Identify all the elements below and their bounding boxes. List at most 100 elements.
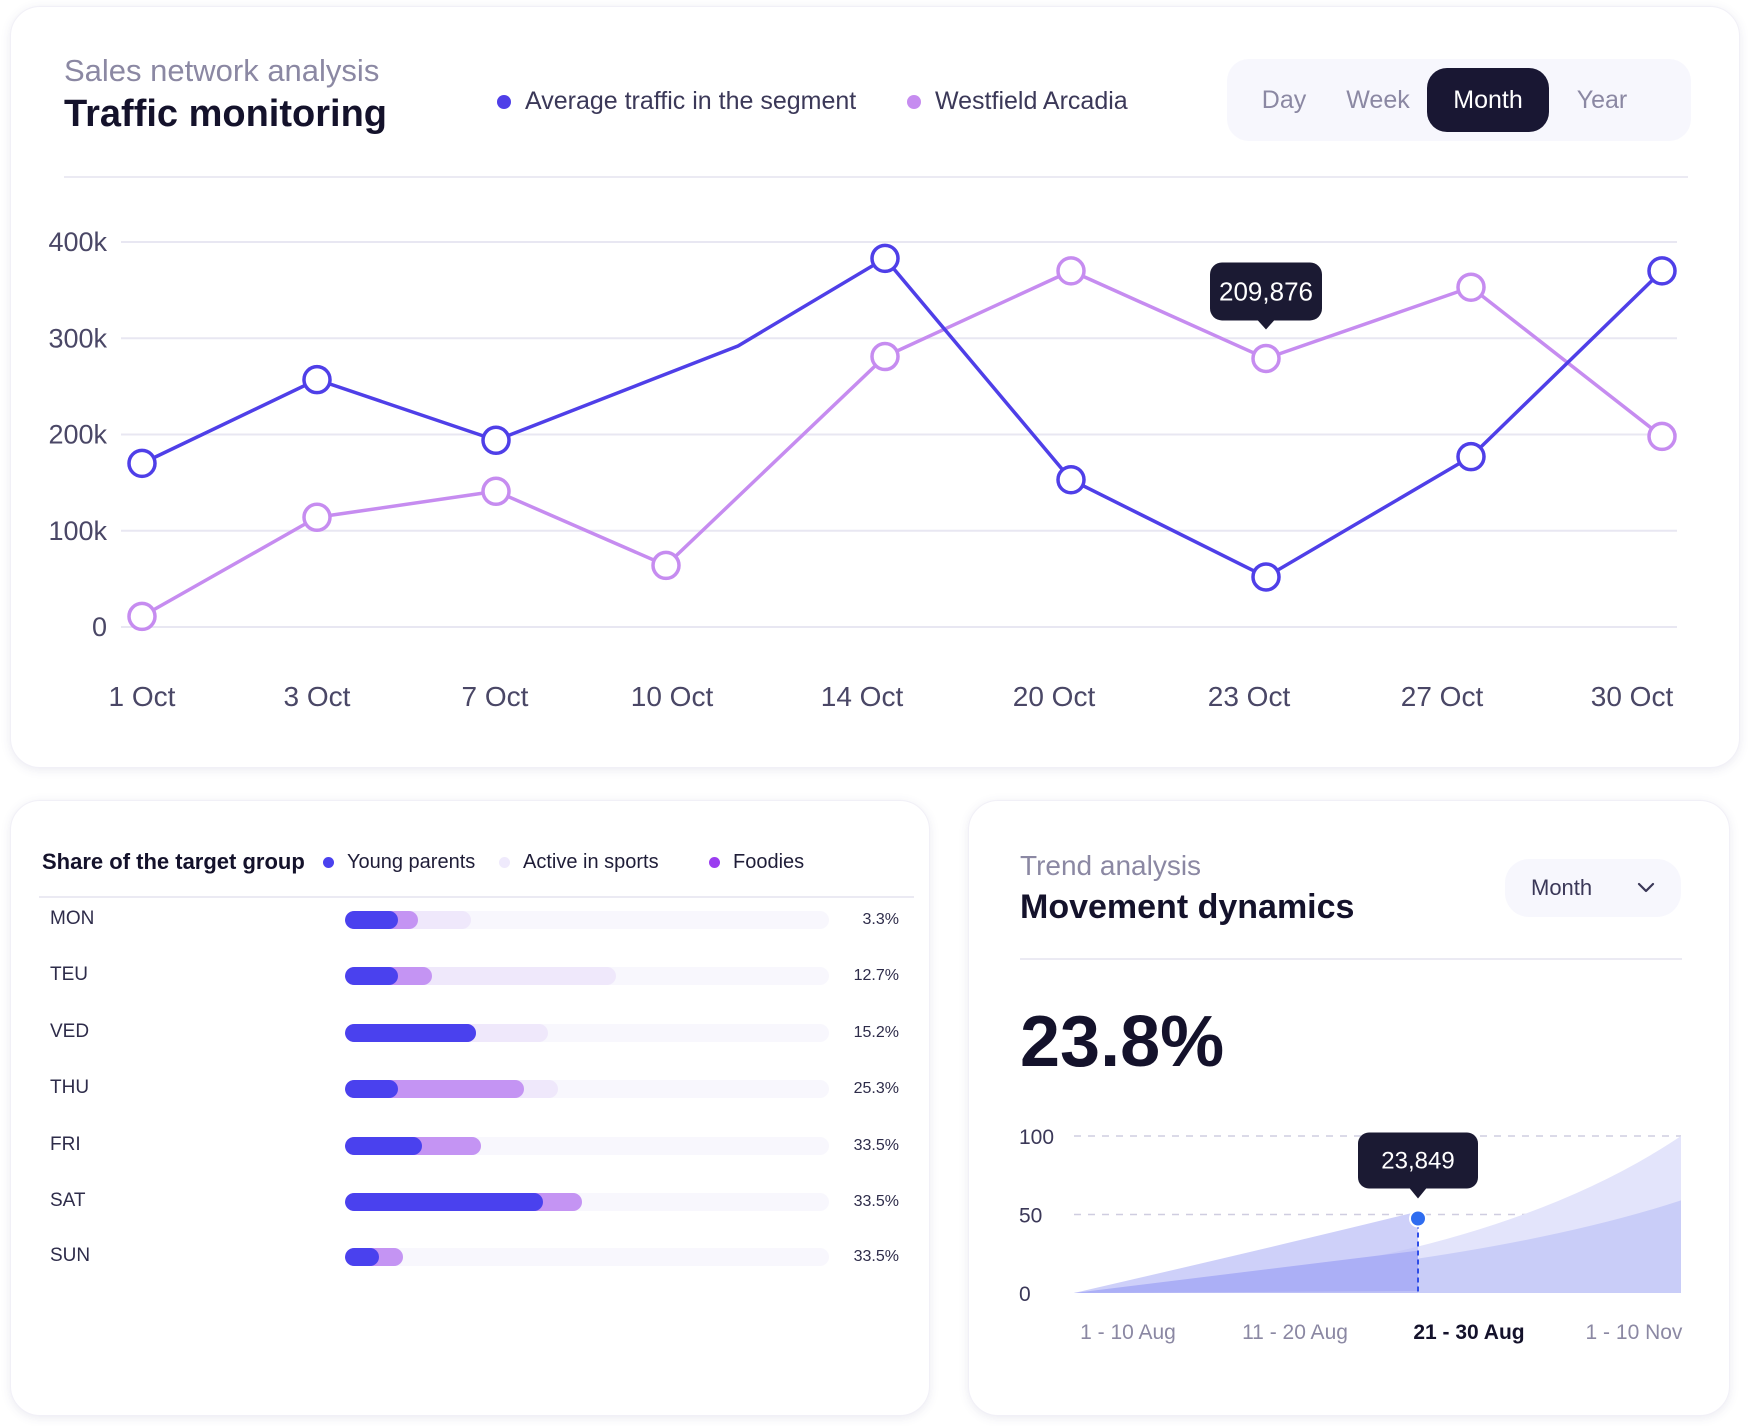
y-tick-label: 50 xyxy=(1019,1205,1042,1228)
bar-segment-young-parents xyxy=(345,1248,379,1266)
legend-dot xyxy=(709,857,720,868)
period-dropdown[interactable]: Month xyxy=(1505,859,1681,917)
percentage-label: 33.5% xyxy=(853,1248,899,1265)
percentage-label: 15.2% xyxy=(853,1024,899,1041)
bar-track xyxy=(345,1193,829,1211)
x-tick-label: 10 Oct xyxy=(631,681,714,712)
legend-dot xyxy=(497,94,511,109)
x-tick-label: 1 Oct xyxy=(109,681,176,712)
traffic-card: Sales network analysis Traffic monitorin… xyxy=(10,6,1740,768)
x-tick-label: 14 Oct xyxy=(821,681,904,712)
legend-item-foodies: Foodies xyxy=(709,851,804,874)
data-point xyxy=(481,425,511,456)
x-tick-label: 23 Oct xyxy=(1208,681,1291,712)
tooltip-value: 23,849 xyxy=(1381,1148,1454,1175)
data-point xyxy=(1056,464,1086,495)
percentage-label: 33.5% xyxy=(853,1137,899,1154)
bar-segment-young-parents xyxy=(345,1137,423,1155)
data-point xyxy=(1647,421,1677,452)
day-label: SAT xyxy=(50,1190,86,1211)
tooltip-box xyxy=(1210,262,1322,321)
period-year-button[interactable]: Year xyxy=(1576,85,1628,114)
bar-segment-young-parents xyxy=(345,911,399,929)
series-line xyxy=(141,256,1664,579)
y-tick-label: 300k xyxy=(48,323,107,353)
y-tick-label: 200k xyxy=(48,420,107,450)
area-band-highlight xyxy=(1074,1211,1418,1293)
bar-track xyxy=(345,1080,829,1098)
y-tick-label: 0 xyxy=(92,612,107,642)
legend-label: Average traffic in the segment xyxy=(525,87,857,115)
y-tick-label: 100k xyxy=(48,516,107,546)
share-divider xyxy=(39,896,914,898)
legend-item-active-in-sports: Active in sports xyxy=(499,851,659,874)
traffic-subtitle: Sales network analysis xyxy=(64,53,380,88)
legend-item-young-parents: Young parents xyxy=(323,851,475,874)
legend-label: Active in sports xyxy=(523,851,659,873)
trend-subtitle: Trend analysis xyxy=(1020,850,1202,881)
data-point xyxy=(1647,256,1677,286)
trend-divider xyxy=(1020,958,1682,960)
header-divider xyxy=(64,176,1688,178)
area-band-middle xyxy=(1074,1200,1681,1293)
target-group-card: Share of the target group Young parents … xyxy=(10,800,930,1416)
tooltip-value: 209,876 xyxy=(1219,276,1313,306)
period-week-button[interactable]: Week xyxy=(1346,85,1410,114)
legend-dot xyxy=(907,94,921,109)
tooltip-box xyxy=(1358,1132,1478,1189)
day-label: TEU xyxy=(50,964,88,985)
day-label: VED xyxy=(50,1021,90,1042)
day-label: FRI xyxy=(50,1134,81,1155)
x-tick-label: 11 - 20 Aug xyxy=(1242,1321,1348,1344)
period-month-button[interactable]: Month xyxy=(1427,68,1549,132)
data-point xyxy=(127,448,157,479)
traffic-title: Traffic monitoring xyxy=(64,93,387,135)
legend-dot xyxy=(323,857,334,868)
data-point xyxy=(1251,343,1281,374)
bar-segment-young-parents xyxy=(345,1080,399,1098)
legend-item-average: Average traffic in the segment xyxy=(497,87,856,116)
x-tick-label: 30 Oct xyxy=(1591,681,1674,712)
data-point xyxy=(651,550,681,581)
x-tick-label: 20 Oct xyxy=(1013,681,1096,712)
legend-item-westfield: Westfield Arcadia xyxy=(907,87,1128,116)
movement-area-chart: 0 50 100 23,849 1 - 10 Aug 11 - 20 Aug 21 - 30… xyxy=(1019,1126,1683,1344)
data-point xyxy=(1056,256,1086,286)
bar-track xyxy=(345,1137,829,1155)
bar-segment-young-parents xyxy=(345,1024,476,1042)
trend-card: Trend analysis Movement dynamics Month 2… xyxy=(968,800,1730,1416)
bar-track xyxy=(345,1024,829,1042)
data-point xyxy=(1456,272,1486,302)
bar-track xyxy=(345,911,829,929)
chevron-down-icon xyxy=(1637,882,1655,893)
y-tick-label: 400k xyxy=(48,227,107,257)
trend-tooltip: 23,849 xyxy=(1358,1132,1478,1199)
day-label: MON xyxy=(50,908,95,929)
data-point xyxy=(870,341,900,372)
bar-segment-young-parents xyxy=(345,967,399,985)
y-tick-label: 100 xyxy=(1019,1126,1054,1149)
data-point xyxy=(302,364,332,395)
bar-segment-young-parents xyxy=(345,1193,544,1211)
x-tick-label: 27 Oct xyxy=(1401,681,1484,712)
legend-label: Young parents xyxy=(347,851,476,873)
data-point xyxy=(302,502,332,533)
day-label: SUN xyxy=(50,1245,91,1266)
highlight-point xyxy=(1409,1209,1427,1228)
bar-track xyxy=(345,1248,829,1266)
legend-label: Foodies xyxy=(733,851,805,873)
data-point xyxy=(481,476,511,507)
tooltip-pointer xyxy=(1409,1187,1427,1199)
dropdown-value: Month xyxy=(1531,875,1593,900)
x-tick-label: 3 Oct xyxy=(284,681,351,712)
percentage-label: 12.7% xyxy=(853,967,899,984)
period-day-button[interactable]: Day xyxy=(1261,85,1307,114)
traffic-tooltip: 209,876 xyxy=(1210,262,1322,330)
y-tick-label: 0 xyxy=(1019,1283,1031,1306)
percentage-label: 3.3% xyxy=(862,911,899,928)
trend-big-value: 23.8% xyxy=(1020,1002,1225,1082)
data-point xyxy=(127,601,157,632)
legend-label: Westfield Arcadia xyxy=(935,87,1128,115)
trend-title: Movement dynamics xyxy=(1020,888,1355,926)
percentage-label: 25.3% xyxy=(853,1080,899,1097)
